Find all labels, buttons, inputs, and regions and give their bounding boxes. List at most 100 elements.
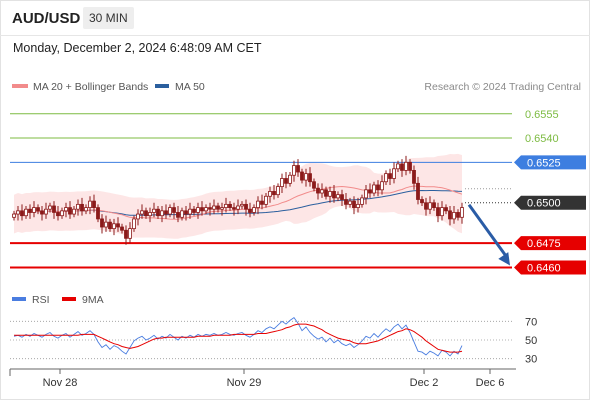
current-price: 0.6500 [465, 188, 586, 210]
candle-body [48, 205, 52, 210]
candle-body [212, 205, 216, 210]
candle-body [396, 163, 400, 170]
level-label-0.6540: 0.6540 [525, 133, 559, 145]
candlesticks [12, 155, 464, 245]
candle-body [412, 169, 416, 184]
candle-body [180, 210, 184, 218]
candle-body [188, 208, 192, 215]
candle-body [196, 207, 200, 213]
candle-body [332, 191, 336, 199]
candle-body [400, 163, 404, 171]
level-tag-0.6475 [514, 236, 586, 251]
candle-body [436, 207, 440, 217]
candle-body [128, 228, 132, 239]
candle-body [36, 207, 40, 212]
candle-body [320, 189, 324, 194]
candle-body [160, 210, 164, 217]
current-price-tag [514, 195, 586, 210]
candle-body [308, 173, 312, 183]
instrument-title: AUD/USD [12, 10, 81, 27]
candle-body [200, 207, 204, 212]
candle-body [20, 210, 24, 217]
rsi-tick-30: 30 [525, 354, 537, 366]
candle-body [132, 218, 136, 230]
current-price-label: 0.6500 [527, 198, 561, 210]
rsi-tick-70: 70 [525, 316, 537, 328]
forecast-arrow [467, 203, 510, 266]
candle-body [40, 210, 44, 215]
candle-body [432, 202, 436, 209]
candle-body [388, 173, 392, 179]
candle-body [236, 205, 240, 210]
candle-body [168, 207, 172, 215]
ma20-legend-label: MA 20 + Bollinger Bands [33, 81, 148, 93]
candle-body [88, 200, 92, 208]
candle-body [384, 173, 388, 183]
candle-body [368, 189, 372, 194]
time-tick-label: Dec 2 [410, 377, 439, 389]
candle-body [304, 173, 308, 181]
candle-body [240, 203, 244, 207]
candle-body [52, 205, 56, 213]
candle-body [72, 208, 76, 215]
candle-body [316, 187, 320, 194]
chart-header: AUD/USD 30 MIN [0, 0, 590, 36]
level-label-0.6460: 0.6460 [527, 262, 561, 274]
candle-body [276, 186, 280, 196]
candle-body [260, 200, 264, 205]
candle-body [288, 174, 292, 184]
candle-body [176, 212, 180, 218]
candle-body [112, 223, 116, 230]
candle-body [424, 202, 428, 210]
candle-body [268, 191, 272, 197]
copyright-text: Research © 2024 Trading Central [424, 81, 581, 93]
candle-body [136, 213, 140, 220]
level-label-0.6475: 0.6475 [527, 238, 561, 250]
candle-body [428, 202, 432, 210]
candle-body [272, 191, 276, 196]
candle-body [60, 210, 64, 217]
candle-body [392, 168, 396, 179]
ma50-legend-swatch [155, 84, 169, 88]
candle-body [420, 199, 424, 204]
candle-body [152, 208, 156, 213]
candle-body [216, 205, 220, 210]
candle-body [284, 178, 288, 184]
candle-body [440, 207, 444, 217]
candle-body [228, 203, 232, 209]
candle-body [24, 208, 28, 217]
candle-body [156, 208, 160, 217]
candle-body [120, 226, 124, 231]
candle-body [172, 207, 176, 213]
candle-body [92, 200, 96, 208]
rsi-panel: 70 50 30 [10, 316, 537, 366]
timeframe-button[interactable]: 30 MIN [83, 7, 134, 29]
candle-body [68, 207, 72, 215]
price-labels: 0.6555 0.6540 0.6525 0.6475 0.6460 [514, 109, 586, 275]
chart-datetime: Monday, December 2, 2024 6:48:09 AM CET [13, 41, 262, 55]
candle-body [376, 184, 380, 191]
rsi-line [13, 316, 463, 357]
rsi-tick-50: 50 [525, 335, 537, 347]
rsi-ma-legend-swatch [62, 297, 76, 301]
candle-body [296, 165, 300, 173]
candle-body [192, 208, 196, 213]
candle-body [144, 210, 148, 217]
candle-body [360, 197, 364, 205]
candle-body [448, 210, 452, 220]
candle-body [456, 212, 460, 218]
candle-body [84, 207, 88, 212]
price-levels [10, 113, 512, 269]
candle-body [28, 208, 32, 213]
candle-body [148, 212, 152, 217]
candle-body [348, 200, 352, 205]
bollinger-band-area [14, 153, 462, 239]
candle-body [336, 194, 340, 199]
candle-body [404, 161, 408, 171]
candle-body [116, 223, 120, 228]
candle-body [452, 212, 456, 220]
candle-body [344, 199, 348, 205]
candle-body [324, 189, 328, 197]
level-label-0.6555: 0.6555 [525, 109, 559, 121]
ma50-legend-label: MA 50 [175, 81, 205, 93]
